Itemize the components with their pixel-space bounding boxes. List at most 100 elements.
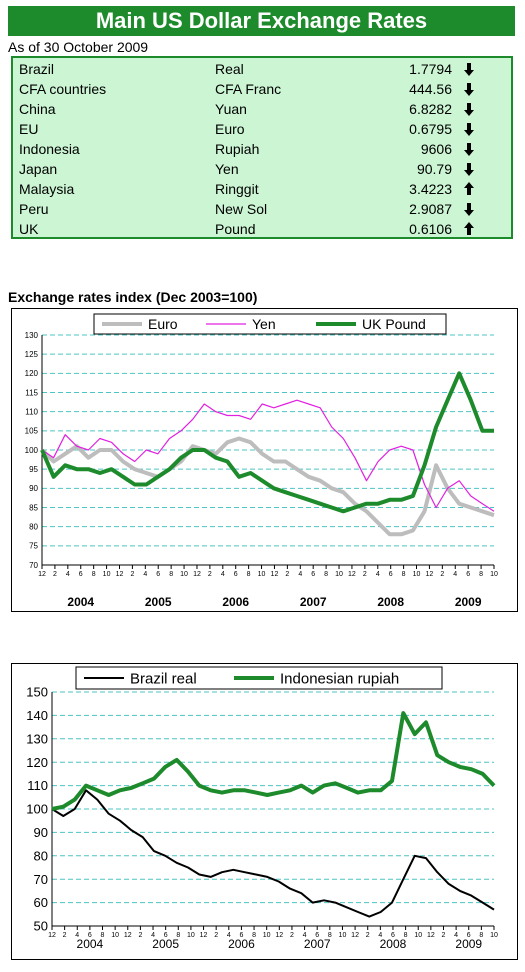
year-label: 2006 <box>222 595 249 609</box>
rate-currency: Yuan <box>215 101 247 117</box>
rate-row: Japan Yen 90.79 <box>13 159 511 179</box>
y-tick-label: 70 <box>29 561 38 570</box>
x-tick-label: 10 <box>490 571 498 578</box>
rate-currency: Rupiah <box>215 141 260 157</box>
x-tick-label: 12 <box>200 932 208 939</box>
y-tick-label: 100 <box>26 802 48 817</box>
x-tick-label: 4 <box>454 932 458 939</box>
x-tick-label: 4 <box>151 932 155 939</box>
as-of-date: As of 30 October 2009 <box>8 39 149 55</box>
x-tick-label: 2 <box>214 932 218 939</box>
legend-label: UK Pound <box>362 316 426 332</box>
rate-currency: Ringgit <box>215 181 259 197</box>
legend-label: Euro <box>148 316 178 332</box>
y-tick-label: 70 <box>34 872 48 887</box>
year-label: 2005 <box>152 937 179 951</box>
year-label: 2009 <box>455 937 482 951</box>
year-label: 2007 <box>304 937 331 951</box>
series-line-brazil-real <box>51 789 495 918</box>
legend <box>93 313 447 335</box>
x-tick-label: 6 <box>79 571 83 578</box>
rate-currency: Pound <box>215 221 256 237</box>
y-tick-label: 140 <box>26 708 48 723</box>
arrow-down-icon <box>464 203 474 216</box>
arrow-down-icon <box>464 83 474 96</box>
year-label: 2005 <box>145 595 172 609</box>
x-tick-label: 8 <box>404 932 408 939</box>
y-tick-label: 50 <box>34 919 48 934</box>
x-tick-label: 12 <box>348 571 356 578</box>
x-tick-label: 8 <box>402 571 406 578</box>
rate-currency: Euro <box>215 121 245 137</box>
x-tick-label: 4 <box>143 571 147 578</box>
x-tick-label: 10 <box>180 571 188 578</box>
y-tick-label: 100 <box>25 446 39 455</box>
rate-row: Indonesia Rupiah 9606 <box>13 139 511 159</box>
rate-currency: Yen <box>215 161 239 177</box>
x-tick-label: 6 <box>88 932 92 939</box>
x-tick-label: 2 <box>130 571 134 578</box>
x-tick-label: 12 <box>427 932 435 939</box>
x-tick-label: 8 <box>328 932 332 939</box>
x-tick-label: 10 <box>339 932 347 939</box>
rate-row: UK Pound 0.6106 <box>13 219 511 239</box>
series-line-yen <box>41 399 495 512</box>
x-tick-label: 10 <box>111 932 119 939</box>
chart-brazil-indonesia: 50 60 70 80 90 100 110 120 130 140 150 12 2 4 6 8 10 12 2 4… <box>11 663 518 960</box>
y-tick-label: 80 <box>29 522 38 531</box>
y-tick-label: 85 <box>29 503 38 512</box>
rate-country: UK <box>19 221 39 237</box>
arrow-up-icon <box>464 222 474 235</box>
page-title: Main US Dollar Exchange Rates <box>8 6 515 36</box>
x-tick-label: 10 <box>258 571 266 578</box>
rates-table: Brazil Real 1.7794 CFA countries CFA Franc 44… <box>11 56 513 239</box>
rate-country: Indonesia <box>19 141 80 157</box>
year-label: 2004 <box>67 595 94 609</box>
x-tick-label: 12 <box>271 571 279 578</box>
y-tick-label: 75 <box>29 542 38 551</box>
x-tick-label: 2 <box>53 571 57 578</box>
y-tick-label: 90 <box>34 825 48 840</box>
rate-value: 9606 <box>420 141 452 157</box>
series-line-uk-pound <box>40 371 494 514</box>
rate-row: China Yuan 6.8282 <box>13 99 511 119</box>
x-tick-label: 12 <box>193 571 201 578</box>
y-tick-label: 105 <box>25 427 39 436</box>
x-tick-label: 10 <box>414 932 422 939</box>
x-tick-label: 12 <box>426 571 434 578</box>
x-tick-label: 12 <box>351 932 359 939</box>
x-tick-label: 4 <box>227 932 231 939</box>
x-tick-label: 8 <box>92 571 96 578</box>
x-tick-label: 4 <box>75 932 79 939</box>
arrow-down-icon <box>464 103 474 116</box>
y-tick-label: 130 <box>25 331 39 340</box>
rate-currency: CFA Franc <box>215 81 282 97</box>
y-tick-label: 150 <box>26 685 48 700</box>
y-tick-label: 120 <box>25 369 39 378</box>
x-tick-label: 6 <box>311 571 315 578</box>
rate-country: China <box>19 101 56 117</box>
y-tick-label: 125 <box>25 350 39 359</box>
year-label: 2004 <box>77 937 104 951</box>
x-tick-label: 2 <box>138 932 142 939</box>
x-tick-label: 6 <box>164 932 168 939</box>
x-tick-label: 10 <box>103 571 111 578</box>
x-tick-label: 10 <box>335 571 343 578</box>
series-line-euro <box>40 436 495 537</box>
x-tick-label: 8 <box>247 571 251 578</box>
year-label: 2008 <box>377 595 404 609</box>
x-tick-label: 2 <box>366 932 370 939</box>
x-tick-label: 6 <box>466 571 470 578</box>
x-tick-label: 2 <box>208 571 212 578</box>
chart2-svg: 50 60 70 80 90 100 110 120 130 140 150 12 2 4 6 8 10 12 2 4… <box>26 666 498 951</box>
rate-country: Malaysia <box>19 181 75 197</box>
x-tick-label: 8 <box>169 571 173 578</box>
rate-currency: New Sol <box>215 201 268 217</box>
x-tick-label: 4 <box>303 932 307 939</box>
rate-country: Japan <box>19 161 58 177</box>
x-tick-label: 6 <box>239 932 243 939</box>
x-tick-label: 12 <box>48 932 56 939</box>
x-tick-label: 4 <box>376 571 380 578</box>
rate-value: 3.4223 <box>409 181 452 197</box>
y-tick-label: 120 <box>26 755 48 770</box>
